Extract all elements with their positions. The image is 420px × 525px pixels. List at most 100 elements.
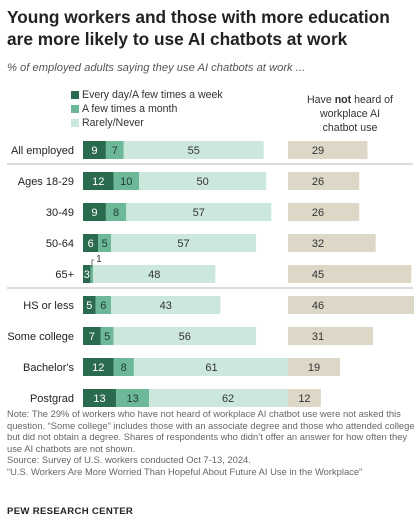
- bar-value-label: 8: [121, 362, 127, 374]
- bar-value-label: 6: [88, 238, 94, 250]
- legend-item-rarely: Rarely/Never: [71, 116, 223, 130]
- bar-value-label: 13: [93, 393, 105, 405]
- bar-value-label: 61: [205, 362, 217, 374]
- bar-segment: [110, 234, 257, 252]
- bar-segment: [83, 172, 114, 190]
- not-heard-value-label: 31: [312, 331, 324, 343]
- legend-swatch-everyday: [71, 91, 79, 99]
- not-heard-bar: [288, 358, 341, 376]
- bar-segment: [126, 203, 272, 221]
- bar-value-label: 8: [113, 207, 119, 219]
- bar-value-label: 62: [222, 393, 234, 405]
- bar-value-label: 10: [120, 176, 132, 188]
- report-title: “U.S. Workers Are More Worried Than Hope…: [7, 465, 363, 477]
- bar-value-label: 12: [92, 362, 104, 374]
- legend-label-everyday: Every day/A few times a week: [82, 89, 223, 101]
- bar-value-label: 9: [91, 207, 97, 219]
- not-heard-bar: [288, 389, 321, 407]
- bar-value-label: 12: [92, 176, 104, 188]
- bar-segment: [123, 141, 264, 159]
- bar-value-label: 7: [112, 145, 118, 157]
- legend-item-few-month: A few times a month: [71, 102, 223, 116]
- not-heard-value-label: 26: [312, 176, 324, 188]
- legend: Every day/A few times a week A few times…: [71, 88, 223, 130]
- not-heard-bar: [288, 296, 415, 314]
- bar-segment: [149, 389, 307, 407]
- not-heard-bar: [288, 141, 368, 159]
- bar-segment: [93, 265, 216, 283]
- legend-label-rarely: Rarely/Never: [82, 117, 144, 129]
- bar-value-label: 48: [148, 269, 160, 281]
- category-label: Ages 18-29: [18, 176, 74, 188]
- footnotes: Note: The 29% of workers who have not he…: [7, 408, 417, 478]
- bar-value-label: 57: [177, 238, 189, 250]
- right-header-line3: chatbot use: [322, 122, 378, 134]
- bar-value-label: 5: [86, 300, 92, 312]
- bar-segment: [116, 389, 150, 407]
- bar-segment: [100, 327, 114, 345]
- category-label: 50-64: [46, 238, 74, 250]
- brand-logo-text: PEW RESEARCH CENTER: [7, 506, 134, 517]
- bar-value-label: 57: [193, 207, 205, 219]
- not-heard-value-label: 45: [312, 269, 324, 281]
- bar-value-label: 5: [104, 331, 110, 343]
- callout-label: 1: [96, 254, 102, 265]
- bar-segment: [90, 265, 94, 283]
- bar-segment: [133, 358, 290, 376]
- not-heard-value-label: 19: [308, 362, 320, 374]
- not-heard-value-label: 32: [312, 238, 324, 250]
- bar-value-label: 5: [102, 238, 108, 250]
- legend-swatch-few-month: [71, 105, 79, 113]
- not-heard-bar: [288, 265, 412, 283]
- bar-segment: [113, 172, 139, 190]
- right-header-line2: workplace AI: [319, 108, 381, 120]
- category-label: HS or less: [23, 300, 74, 312]
- chart-subtitle: % of employed adults saying they use AI …: [7, 62, 306, 74]
- category-label: 65+: [55, 269, 74, 281]
- legend-item-everyday: Every day/A few times a week: [71, 88, 223, 102]
- bar-value-label: 13: [127, 393, 139, 405]
- bar-value-label: 6: [100, 300, 106, 312]
- bar-value-label: 9: [91, 145, 97, 157]
- bar-segment: [98, 234, 111, 252]
- bar-segment: [83, 141, 106, 159]
- category-label: 30-49: [46, 207, 74, 219]
- bar-value-label: 56: [179, 331, 191, 343]
- bar-segment: [110, 296, 221, 314]
- bar-segment: [105, 203, 127, 221]
- bar-segment: [113, 327, 257, 345]
- category-label: All employed: [11, 145, 74, 157]
- source-text: Source: Survey of U.S. workers conducted…: [7, 454, 251, 466]
- bar-value-label: 7: [89, 331, 95, 343]
- category-label: Some college: [7, 331, 74, 343]
- right-panel-header: Have not heard of workplace AI chatbot u…: [284, 93, 416, 135]
- legend-swatch-rarely: [71, 119, 79, 127]
- bar-segment: [83, 389, 117, 407]
- category-label: Bachelor's: [23, 362, 75, 374]
- category-label: Postgrad: [30, 393, 74, 405]
- bar-value-label: 55: [188, 145, 200, 157]
- legend-label-few-month: A few times a month: [82, 103, 178, 115]
- bar-segment: [95, 296, 111, 314]
- bar-segment: [83, 327, 101, 345]
- bar-segment: [105, 141, 124, 159]
- not-heard-value-label: 29: [312, 145, 324, 157]
- right-header-line1: Have not heard of: [307, 94, 393, 106]
- not-heard-bar: [288, 203, 360, 221]
- bar-segment: [83, 234, 99, 252]
- chart-title: Young workers and those with more educat…: [7, 7, 390, 49]
- bar-segment: [138, 172, 267, 190]
- bar-segment: [83, 203, 106, 221]
- bar-segment: [113, 358, 134, 376]
- not-heard-value-label: 26: [312, 207, 324, 219]
- not-heard-bar: [288, 327, 373, 345]
- not-heard-value-label: 46: [312, 300, 324, 312]
- not-heard-bar: [288, 234, 376, 252]
- callout-leader: [91, 259, 95, 267]
- note-text: Note: The 29% of workers who have not he…: [7, 408, 415, 454]
- bar-value-label: 50: [196, 176, 208, 188]
- bar-value-label: 43: [160, 300, 172, 312]
- bar-segment: [83, 358, 114, 376]
- not-heard-bar: [288, 172, 360, 190]
